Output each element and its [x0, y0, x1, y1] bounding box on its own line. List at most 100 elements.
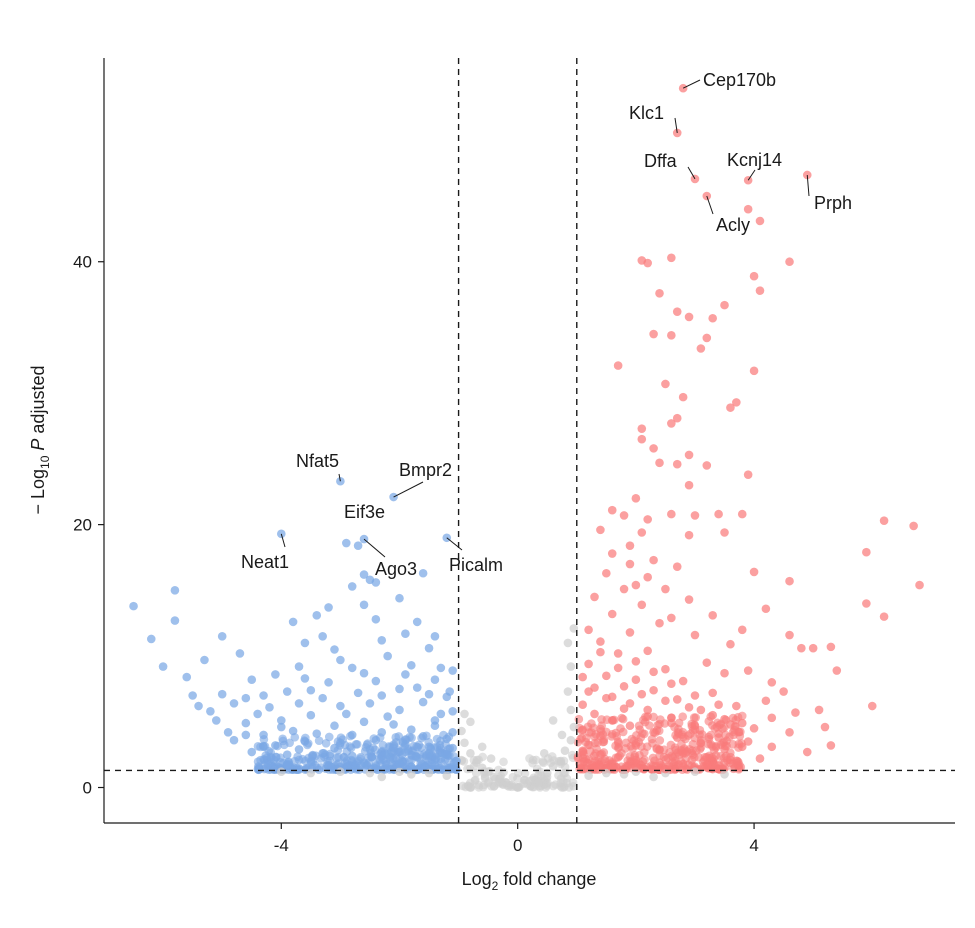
- point-up: [578, 700, 587, 710]
- point-down: [451, 756, 460, 766]
- point-down: [371, 614, 381, 624]
- point-down: [442, 734, 452, 744]
- density-point: [389, 746, 399, 756]
- y-axis-title: − Log10 P adjusted: [28, 366, 52, 515]
- density-point: [332, 753, 341, 763]
- point-down: [336, 701, 345, 711]
- point-down: [158, 662, 168, 671]
- point-down: [194, 701, 203, 711]
- density-point: [547, 752, 557, 761]
- density-point: [656, 715, 665, 724]
- density-point: [311, 751, 321, 761]
- point-ns: [563, 638, 573, 648]
- point-up: [590, 709, 599, 719]
- density-point: [261, 759, 270, 769]
- point-ns: [569, 624, 579, 633]
- point-up: [797, 643, 806, 653]
- axes: [103, 58, 955, 824]
- point-up: [613, 737, 623, 746]
- point-up: [672, 562, 682, 571]
- point-ns: [548, 762, 558, 771]
- density-point: [465, 764, 475, 774]
- point-up: [667, 419, 676, 428]
- point-down: [430, 675, 440, 685]
- density-point: [290, 756, 299, 766]
- point-up: [649, 555, 658, 565]
- point-ns: [489, 772, 499, 782]
- density-point: [714, 761, 724, 771]
- point-down: [336, 738, 345, 748]
- point-up: [637, 434, 647, 444]
- point-down: [407, 762, 416, 771]
- density-point: [435, 740, 445, 750]
- point-up: [678, 759, 688, 769]
- point-down: [395, 593, 404, 603]
- point-down: [347, 730, 357, 740]
- point-down: [389, 720, 398, 729]
- point-up: [726, 403, 735, 412]
- point-down: [401, 670, 410, 679]
- point-down: [436, 709, 446, 719]
- density-point: [459, 757, 469, 766]
- point-down: [365, 745, 375, 754]
- point-up: [672, 733, 682, 742]
- point-up: [637, 424, 647, 433]
- point-down: [401, 629, 410, 639]
- point-up: [737, 718, 747, 728]
- point-up: [602, 693, 611, 703]
- density-point: [293, 765, 303, 775]
- point-up: [684, 530, 694, 540]
- point-up: [619, 681, 629, 691]
- point-up: [708, 710, 718, 720]
- point-ns: [477, 742, 487, 752]
- point-up: [743, 204, 753, 214]
- point-ns: [460, 738, 469, 748]
- point-down: [259, 691, 268, 700]
- point-up: [684, 450, 694, 460]
- gene-label-leader: [338, 473, 341, 482]
- point-up: [708, 611, 718, 620]
- point-ns: [563, 687, 573, 696]
- point-up: [696, 705, 706, 715]
- density-point: [618, 727, 628, 737]
- point-up: [720, 668, 729, 678]
- point-down: [424, 689, 434, 699]
- point-up: [584, 625, 593, 635]
- point-down: [383, 712, 392, 721]
- point-down: [146, 634, 156, 644]
- point-up: [631, 675, 641, 685]
- point-down: [395, 705, 404, 715]
- point-up: [625, 559, 635, 569]
- point-up: [720, 528, 729, 537]
- gene-label-leader: [446, 537, 463, 551]
- point-up: [785, 630, 794, 640]
- point-ns: [720, 770, 729, 779]
- point-down: [318, 632, 327, 641]
- point-up: [584, 687, 593, 696]
- point-up: [749, 271, 759, 281]
- point-ns: [569, 722, 579, 732]
- point-down: [353, 541, 363, 550]
- point-ns: [306, 768, 316, 778]
- point-up: [737, 742, 747, 752]
- point-up: [714, 509, 723, 519]
- point-up: [779, 687, 788, 696]
- gene-label-ago3: Ago3: [375, 559, 417, 579]
- point-ns: [466, 749, 475, 758]
- point-down: [170, 586, 180, 595]
- point-ns: [466, 717, 475, 727]
- density-point: [674, 724, 683, 734]
- density-point: [470, 776, 480, 785]
- point-up: [761, 696, 771, 706]
- point-down: [430, 760, 440, 770]
- point-down: [442, 692, 452, 702]
- point-ns: [442, 771, 452, 780]
- gene-label-leader: [280, 533, 286, 548]
- point-down: [418, 731, 428, 741]
- point-down: [383, 750, 392, 759]
- point-up: [637, 528, 647, 537]
- point-down: [170, 616, 180, 625]
- point-down: [424, 742, 434, 752]
- point-up: [649, 667, 658, 677]
- point-up: [732, 701, 741, 711]
